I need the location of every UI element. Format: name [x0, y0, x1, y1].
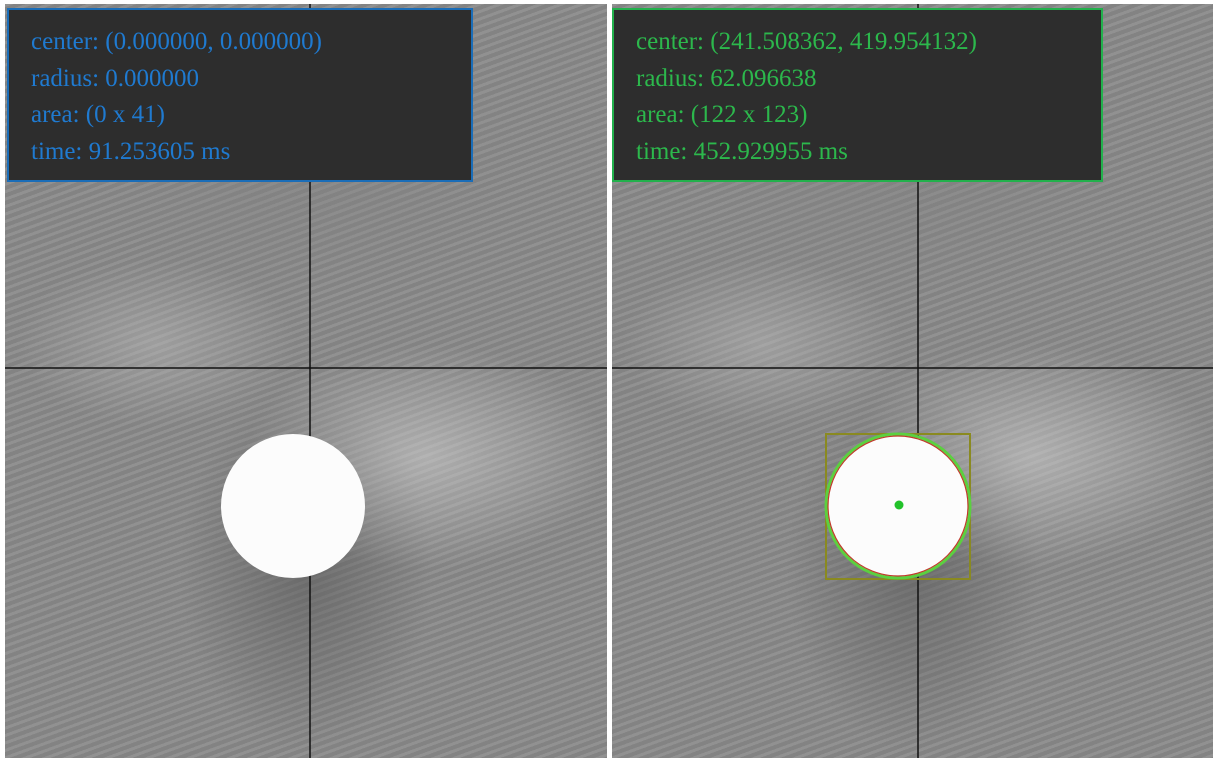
info-line: center: (241.508362, 419.954132) [636, 28, 977, 55]
info-line: time: 452.929955 ms [636, 137, 848, 165]
info-line: radius: 62.096638 [636, 64, 817, 92]
overlay [612, 4, 1213, 758]
info-line: center: (0.000000, 0.000000) [31, 28, 322, 55]
spot [221, 434, 365, 578]
info-line: area: (0 x 41) [31, 101, 165, 128]
info-line: area: (122 x 123) [636, 101, 808, 128]
fit-circle [827, 435, 969, 577]
overlay [5, 4, 607, 758]
info-line: time: 91.253605 ms [31, 137, 231, 165]
image-panel: center: (241.508362, 419.954132) radius:… [612, 4, 1213, 758]
info-line: radius: 0.000000 [31, 64, 200, 92]
image-panel: center: (0.000000, 0.000000) radius: 0.0… [5, 4, 607, 758]
center-dot [894, 500, 904, 510]
info-box: center: (0.000000, 0.000000) radius: 0.0… [7, 8, 473, 182]
info-box: center: (241.508362, 419.954132) radius:… [612, 8, 1103, 182]
